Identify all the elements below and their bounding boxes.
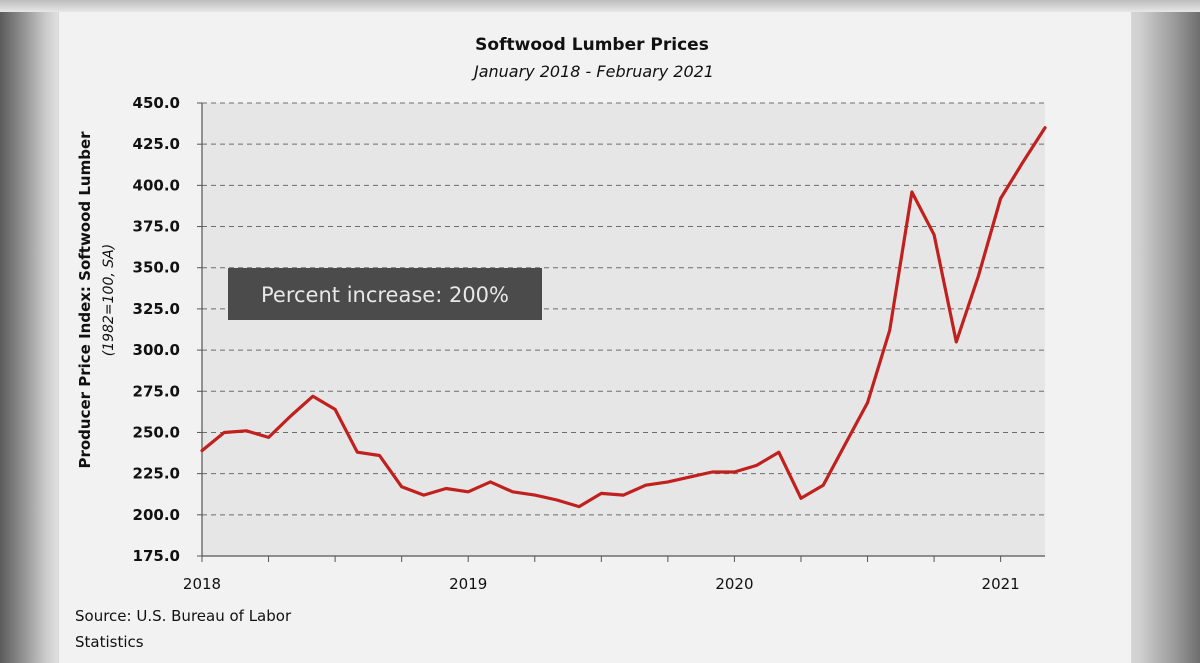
y-tick-label: 425.0	[133, 135, 180, 153]
annotation-box	[228, 268, 542, 320]
source-line-1: Source: U.S. Bureau of Labor	[75, 607, 292, 625]
x-tick-label: 2019	[449, 575, 487, 593]
y-axis-sublabel: (1982=100, SA)	[101, 244, 117, 356]
y-tick-label: 225.0	[133, 465, 180, 483]
y-tick-label: 375.0	[133, 218, 180, 236]
series-line-lumber-ppi	[200, 126, 1047, 509]
y-tick-label: 175.0	[133, 547, 180, 565]
plot-area	[202, 103, 1045, 556]
x-tick-label: 2021	[982, 575, 1020, 593]
x-tick-label: 2020	[715, 575, 753, 593]
y-tick-label: 275.0	[133, 382, 180, 400]
y-tick-label: 300.0	[133, 341, 180, 359]
chart-title: Softwood Lumber Prices	[475, 35, 709, 55]
window-top-band	[0, 0, 1200, 12]
y-axis-label: Producer Price Index: Softwood Lumber	[76, 131, 94, 469]
chart-subtitle: January 2018 - February 2021	[471, 62, 714, 81]
x-tick-label: 2018	[183, 575, 221, 593]
y-tick-label: 200.0	[133, 506, 180, 524]
source-line-2: Statistics	[75, 633, 144, 651]
annotation-text: Percent increase: 200%	[261, 283, 509, 307]
y-tick-label: 250.0	[133, 423, 180, 441]
y-tick-label: 400.0	[133, 176, 180, 194]
y-tick-label: 350.0	[133, 259, 180, 277]
y-tick-label: 325.0	[133, 300, 180, 318]
y-tick-label: 450.0	[133, 94, 180, 112]
